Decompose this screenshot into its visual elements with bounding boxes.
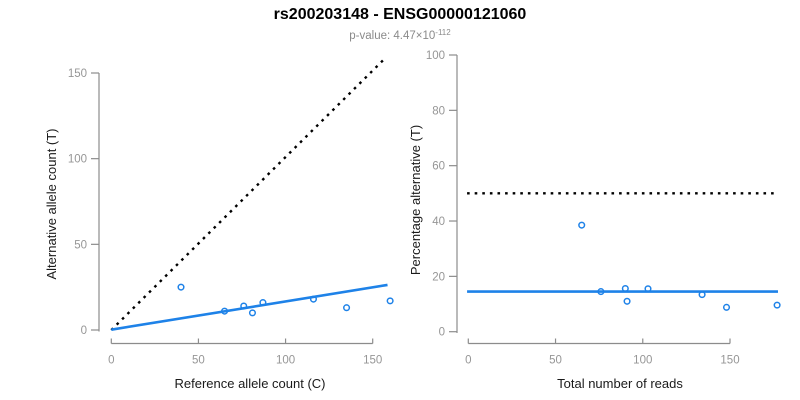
- chart-title: rs200203148 - ENSG00000121060: [273, 6, 527, 23]
- left-plot-x-tick-label: 100: [276, 355, 295, 367]
- right-plot-data-point: [597, 288, 605, 296]
- right-plot-data-point: [773, 301, 781, 309]
- right-plot-y-tick-label: 40: [432, 216, 445, 228]
- left-plot-data-point: [221, 307, 229, 315]
- left-plot-x-axis-title: Reference allele count (C): [174, 376, 325, 391]
- left-plot-y-axis-title: Alternative allele count (T): [44, 128, 59, 279]
- right-plot-data-point: [578, 221, 586, 229]
- left-plot-y-tick-label: 0: [81, 325, 87, 337]
- left-plot-data-point: [240, 302, 248, 310]
- left-plot-identity-line: [110, 56, 387, 331]
- right-plot-y-tick-label: 0: [439, 327, 445, 339]
- right-plot-x-tick-label: 100: [633, 355, 652, 367]
- left-plot-data-point: [343, 304, 351, 312]
- right-plot-data-point: [698, 291, 706, 299]
- right-plot-y-axis-title: Percentage alternative (T): [408, 125, 423, 275]
- right-plot-y-tick-label: 20: [432, 271, 445, 283]
- right-plot-x-axis-title: Total number of reads: [557, 376, 683, 391]
- right-plot-data-point: [621, 284, 629, 293]
- pvalue-mantissa: 4.47×10: [393, 30, 436, 42]
- left-plot-y-tick-label: 150: [68, 68, 87, 80]
- left-plot-data-point: [309, 295, 318, 303]
- right-plot-y-tick-label: 60: [432, 161, 445, 173]
- pvalue-exponent: -112: [435, 28, 451, 37]
- left-plot-data-point: [259, 299, 267, 307]
- left-plot-fit-line: [111, 283, 388, 331]
- left-plot-data-point: [177, 283, 185, 291]
- left-plot-x-tick-label: 50: [192, 355, 205, 367]
- right-plot-y-tick-label: 80: [432, 105, 445, 117]
- right-plot-y-tick-label: 100: [426, 50, 445, 62]
- figure-header: rs200203148 - ENSG00000121060 p-value: 4…: [0, 5, 800, 43]
- pvalue-subtitle: p-value: 4.47×10-112: [0, 26, 800, 43]
- right-plot-x-tick-label: 0: [465, 355, 471, 367]
- right-plot-x-tick-label: 50: [549, 355, 562, 367]
- left-plot-data-point: [386, 297, 394, 305]
- left-plot-x-tick-label: 0: [108, 355, 114, 367]
- right-plot-data-point: [644, 285, 652, 293]
- left-plot-y-tick-label: 50: [74, 239, 87, 251]
- right-plot-data-point: [623, 297, 631, 305]
- left-plot-y-tick-label: 100: [68, 154, 87, 166]
- pvalue-prefix: p-value:: [349, 30, 394, 42]
- right-plot-x-tick-label: 150: [720, 355, 739, 367]
- left-plot-x-tick-label: 150: [363, 355, 382, 367]
- right-plot-data-point: [722, 303, 731, 311]
- left-plot-data-point: [248, 309, 257, 317]
